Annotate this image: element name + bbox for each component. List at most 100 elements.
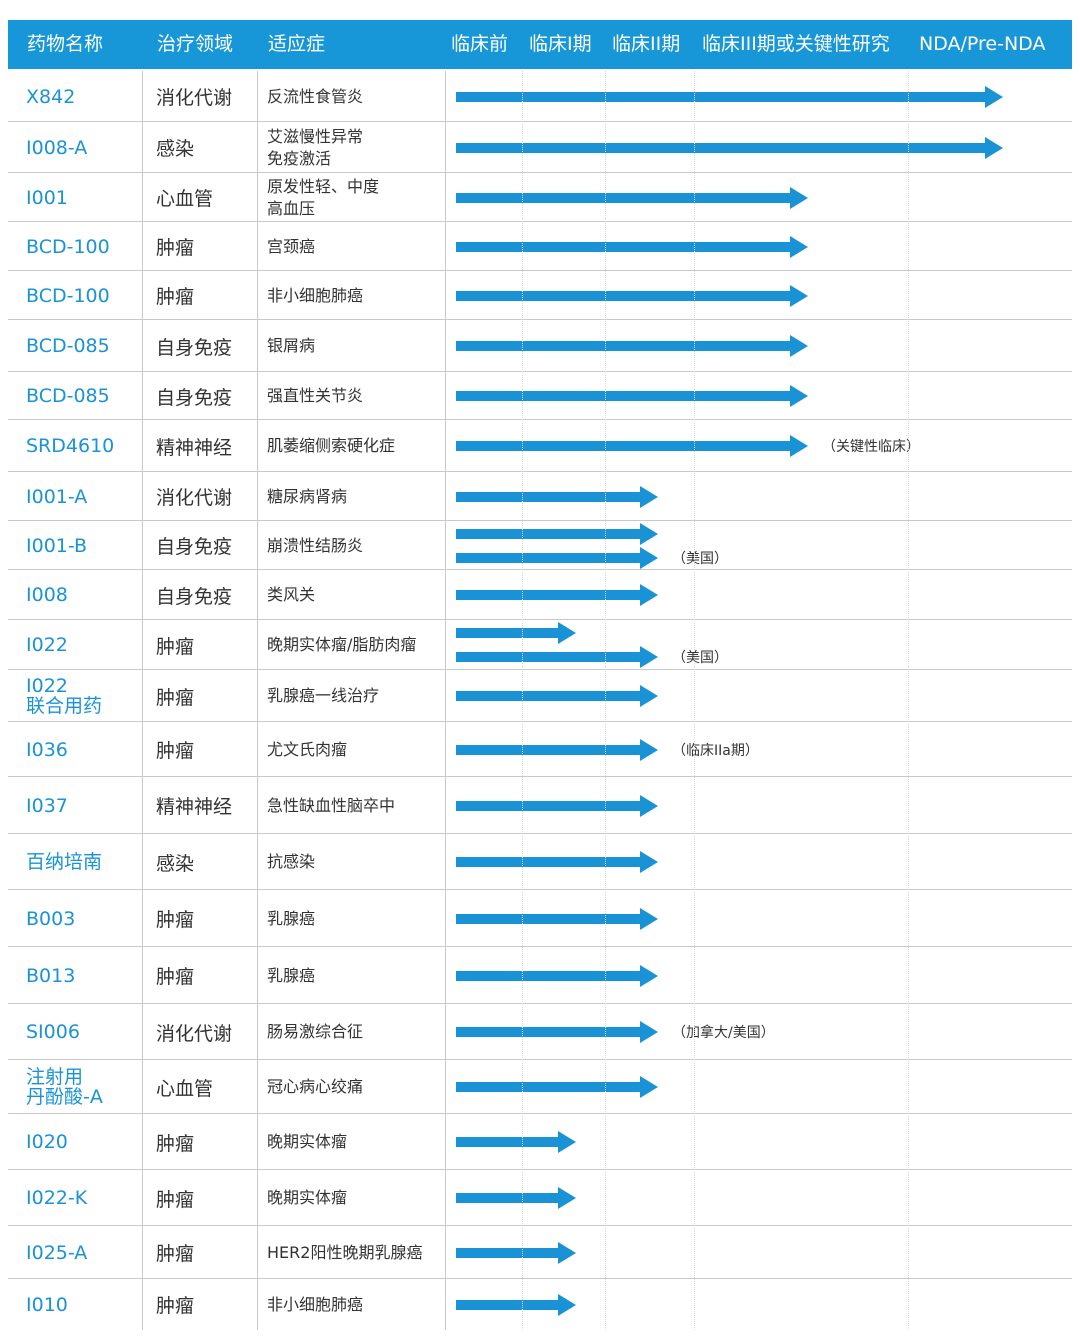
column-divider (445, 71, 446, 1330)
indication: 糖尿病肾病 (267, 472, 347, 521)
therapeutic-area: 肿瘤 (156, 966, 195, 988)
arrow-shaft (456, 1082, 641, 1092)
indication-line: 银屑病 (267, 336, 316, 355)
row-divider (8, 833, 1072, 834)
drug-name-line: SI006 (26, 1021, 80, 1043)
phase-progress-arrow (456, 85, 1003, 108)
indication: 晚期实体瘤/脂肪肉瘤 (267, 620, 416, 670)
arrow-head (640, 1021, 658, 1043)
phase-progress-arrow (456, 186, 808, 209)
table-header (8, 20, 1072, 69)
arrow-head (640, 794, 658, 817)
drug-name-line: I022 (26, 634, 68, 656)
arrow-shaft (456, 1299, 559, 1310)
arrow-shaft (456, 241, 791, 252)
indication-line: 晚期实体瘤 (267, 1132, 348, 1151)
arrow-shaft (456, 441, 791, 451)
drug-name-line: B003 (26, 907, 76, 930)
drug-name: B003 (26, 890, 75, 947)
therapeutic-area: 肿瘤 (156, 909, 195, 931)
indication: 尤文氏肉瘤 (267, 722, 347, 777)
therapeutic-area: 消化代谢 (156, 1022, 233, 1045)
row-divider (8, 1003, 1072, 1004)
indication-line: 原发性轻、中度 (267, 176, 380, 196)
phase-progress-arrow (456, 1076, 658, 1098)
arrow-shaft (456, 857, 641, 867)
indication: 类风关 (267, 570, 315, 620)
arrow-head (985, 136, 1003, 159)
drug-name: I022-K (26, 1170, 87, 1226)
row-divider (8, 619, 1072, 620)
row-divider (8, 221, 1072, 222)
arrow-head (558, 1293, 576, 1316)
indication-line: 反流性食管炎 (267, 86, 364, 106)
therapeutic-area: 心血管 (156, 188, 214, 210)
phase-progress-arrow (456, 284, 808, 307)
drug-name: 注射用 丹酚酸-A (26, 1060, 103, 1114)
drug-name: BCD-085 (26, 372, 110, 420)
header-phase-nda: NDA/Pre-NDA (919, 33, 1046, 55)
indication-line: 急性缺血性脑卒中 (267, 795, 396, 815)
header-phase-preclinical: 临床前 (451, 33, 509, 55)
row-divider (8, 569, 1072, 570)
indication-line: 强直性关节炎 (267, 386, 364, 405)
header-phase-2: 临床II期 (612, 33, 681, 55)
indication: 晚期实体瘤 (267, 1114, 347, 1170)
phase-progress-arrow (456, 136, 1003, 159)
arrow-head (790, 385, 808, 407)
drug-name: I020 (26, 1114, 68, 1170)
row-divider (8, 471, 1072, 472)
indication-line: 非小细胞肺癌 (267, 285, 364, 305)
phase-progress-arrow (456, 235, 808, 258)
drug-name-line: I010 (26, 1293, 68, 1316)
therapeutic-area: 肿瘤 (156, 635, 195, 658)
arrow-head (640, 685, 658, 707)
indication: 急性缺血性脑卒中 (267, 777, 395, 834)
indication: 非小细胞肺癌 (267, 271, 363, 320)
drug-name: I022 联合用药 (26, 670, 102, 722)
drug-name: I001-A (26, 472, 87, 521)
arrow-shaft (456, 528, 641, 539)
table-row: I022-K 肿瘤 晚期实体瘤 (8, 1170, 1072, 1226)
indication-line: 乳腺癌一线治疗 (267, 686, 380, 705)
phase-progress-arrow (456, 435, 808, 457)
indication: 肌萎缩侧索硬化症 (267, 420, 395, 472)
drug-name-line: BCD-085 (26, 335, 110, 357)
arrow-head (790, 284, 808, 307)
indication-line: 冠心病心绞痛 (267, 1077, 364, 1096)
table-row: B003 肿瘤 乳腺癌 (8, 890, 1072, 947)
phase-progress-arrow (456, 1241, 576, 1264)
arrow-shaft (456, 691, 641, 701)
drug-name-line: I008 (26, 584, 68, 606)
indication-line: 肠易激综合征 (267, 1022, 364, 1041)
drug-name: SI006 (26, 1004, 80, 1060)
table-row: BCD-085 自身免疫 银屑病 (8, 320, 1072, 372)
phase-progress-arrow (456, 964, 658, 987)
drug-name-line: BCD-100 (26, 235, 110, 258)
drug-name-line: I001 (26, 186, 68, 209)
table-row: BCD-100 肿瘤 非小细胞肺癌 (8, 271, 1072, 320)
drug-name-line: BCD-085 (26, 385, 110, 407)
phase-progress-arrow (456, 622, 576, 644)
arrow-shaft (456, 744, 641, 755)
drug-name: I025-A (26, 1226, 87, 1279)
drug-name: BCD-100 (26, 271, 110, 320)
phase-progress-arrow (456, 738, 658, 761)
table-row: SI006 消化代谢 肠易激综合征 （加拿大/美国） (8, 1004, 1072, 1060)
drug-name-line: I025-A (26, 1241, 88, 1264)
drug-name: I036 (26, 722, 68, 777)
table-row: 注射用 丹酚酸-A 心血管 冠心病心绞痛 (8, 1060, 1072, 1114)
indication: 原发性轻、中度 高血压 (267, 173, 379, 222)
therapeutic-area: 消化代谢 (156, 87, 233, 109)
therapeutic-area: 心血管 (156, 1077, 214, 1100)
table-row: I008-A 感染 艾滋慢性异常 免疫激活 (8, 122, 1072, 173)
indication-line: 非小细胞肺癌 (267, 1294, 364, 1314)
indication: 反流性食管炎 (267, 71, 363, 122)
table-row: SRD4610 精神神经 肌萎缩侧索硬化症 （关键性临床） (8, 420, 1072, 472)
drug-name: I001-B (26, 521, 87, 570)
indication-line: 类风关 (267, 585, 316, 604)
phase-progress-arrow (456, 546, 658, 569)
arrow-head (640, 851, 658, 873)
therapeutic-area: 消化代谢 (156, 487, 233, 509)
therapeutic-area: 自身免疫 (156, 536, 233, 558)
